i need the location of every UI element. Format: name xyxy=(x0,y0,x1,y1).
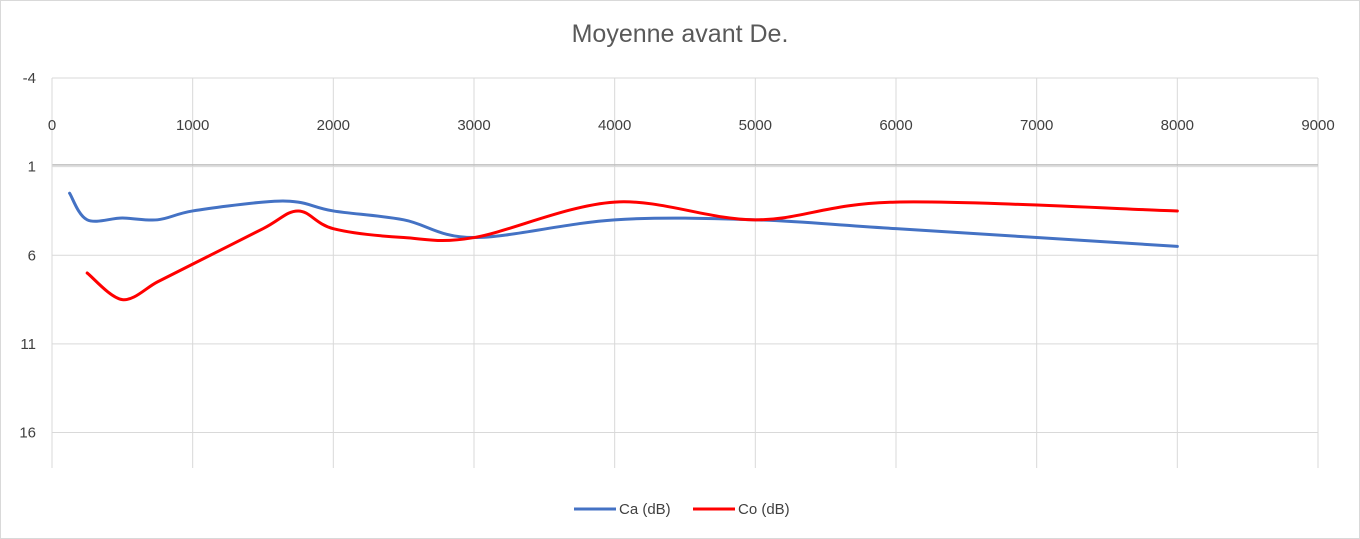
x-tick-label: 2000 xyxy=(317,117,350,134)
x-tick-label: 1000 xyxy=(176,117,209,134)
y-tick-label: 1 xyxy=(28,159,36,176)
x-tick-label: 8000 xyxy=(1161,117,1194,134)
x-tick-label: 7000 xyxy=(1020,117,1053,134)
grid xyxy=(51,77,1319,468)
series-lines xyxy=(68,191,1179,302)
series-line-0 xyxy=(68,191,1179,248)
legend-label-1: Co (dB) xyxy=(738,501,790,518)
series-line-1 xyxy=(85,200,1179,302)
x-tick-label: 6000 xyxy=(879,117,912,134)
y-tick-label: 6 xyxy=(28,247,36,264)
x-tick-label: 4000 xyxy=(598,117,631,134)
x-tick-label: 9000 xyxy=(1301,117,1334,134)
x-tick-labels: 0 1000 2000 3000 4000 5000 6000 7000 8000 9000 xyxy=(48,117,1335,134)
x-tick-label: 0 xyxy=(48,117,56,134)
y-tick-label: -4 xyxy=(23,70,36,87)
y-tick-label: 16 xyxy=(19,425,36,442)
chart-title: Moyenne avant De. xyxy=(571,20,789,48)
legend: Ca (dB) Co (dB) xyxy=(574,501,790,518)
y-tick-label: 11 xyxy=(20,336,36,353)
legend-label-0: Ca (dB) xyxy=(619,501,671,518)
x-tick-label: 5000 xyxy=(739,117,772,134)
x-tick-label: 3000 xyxy=(457,117,490,134)
